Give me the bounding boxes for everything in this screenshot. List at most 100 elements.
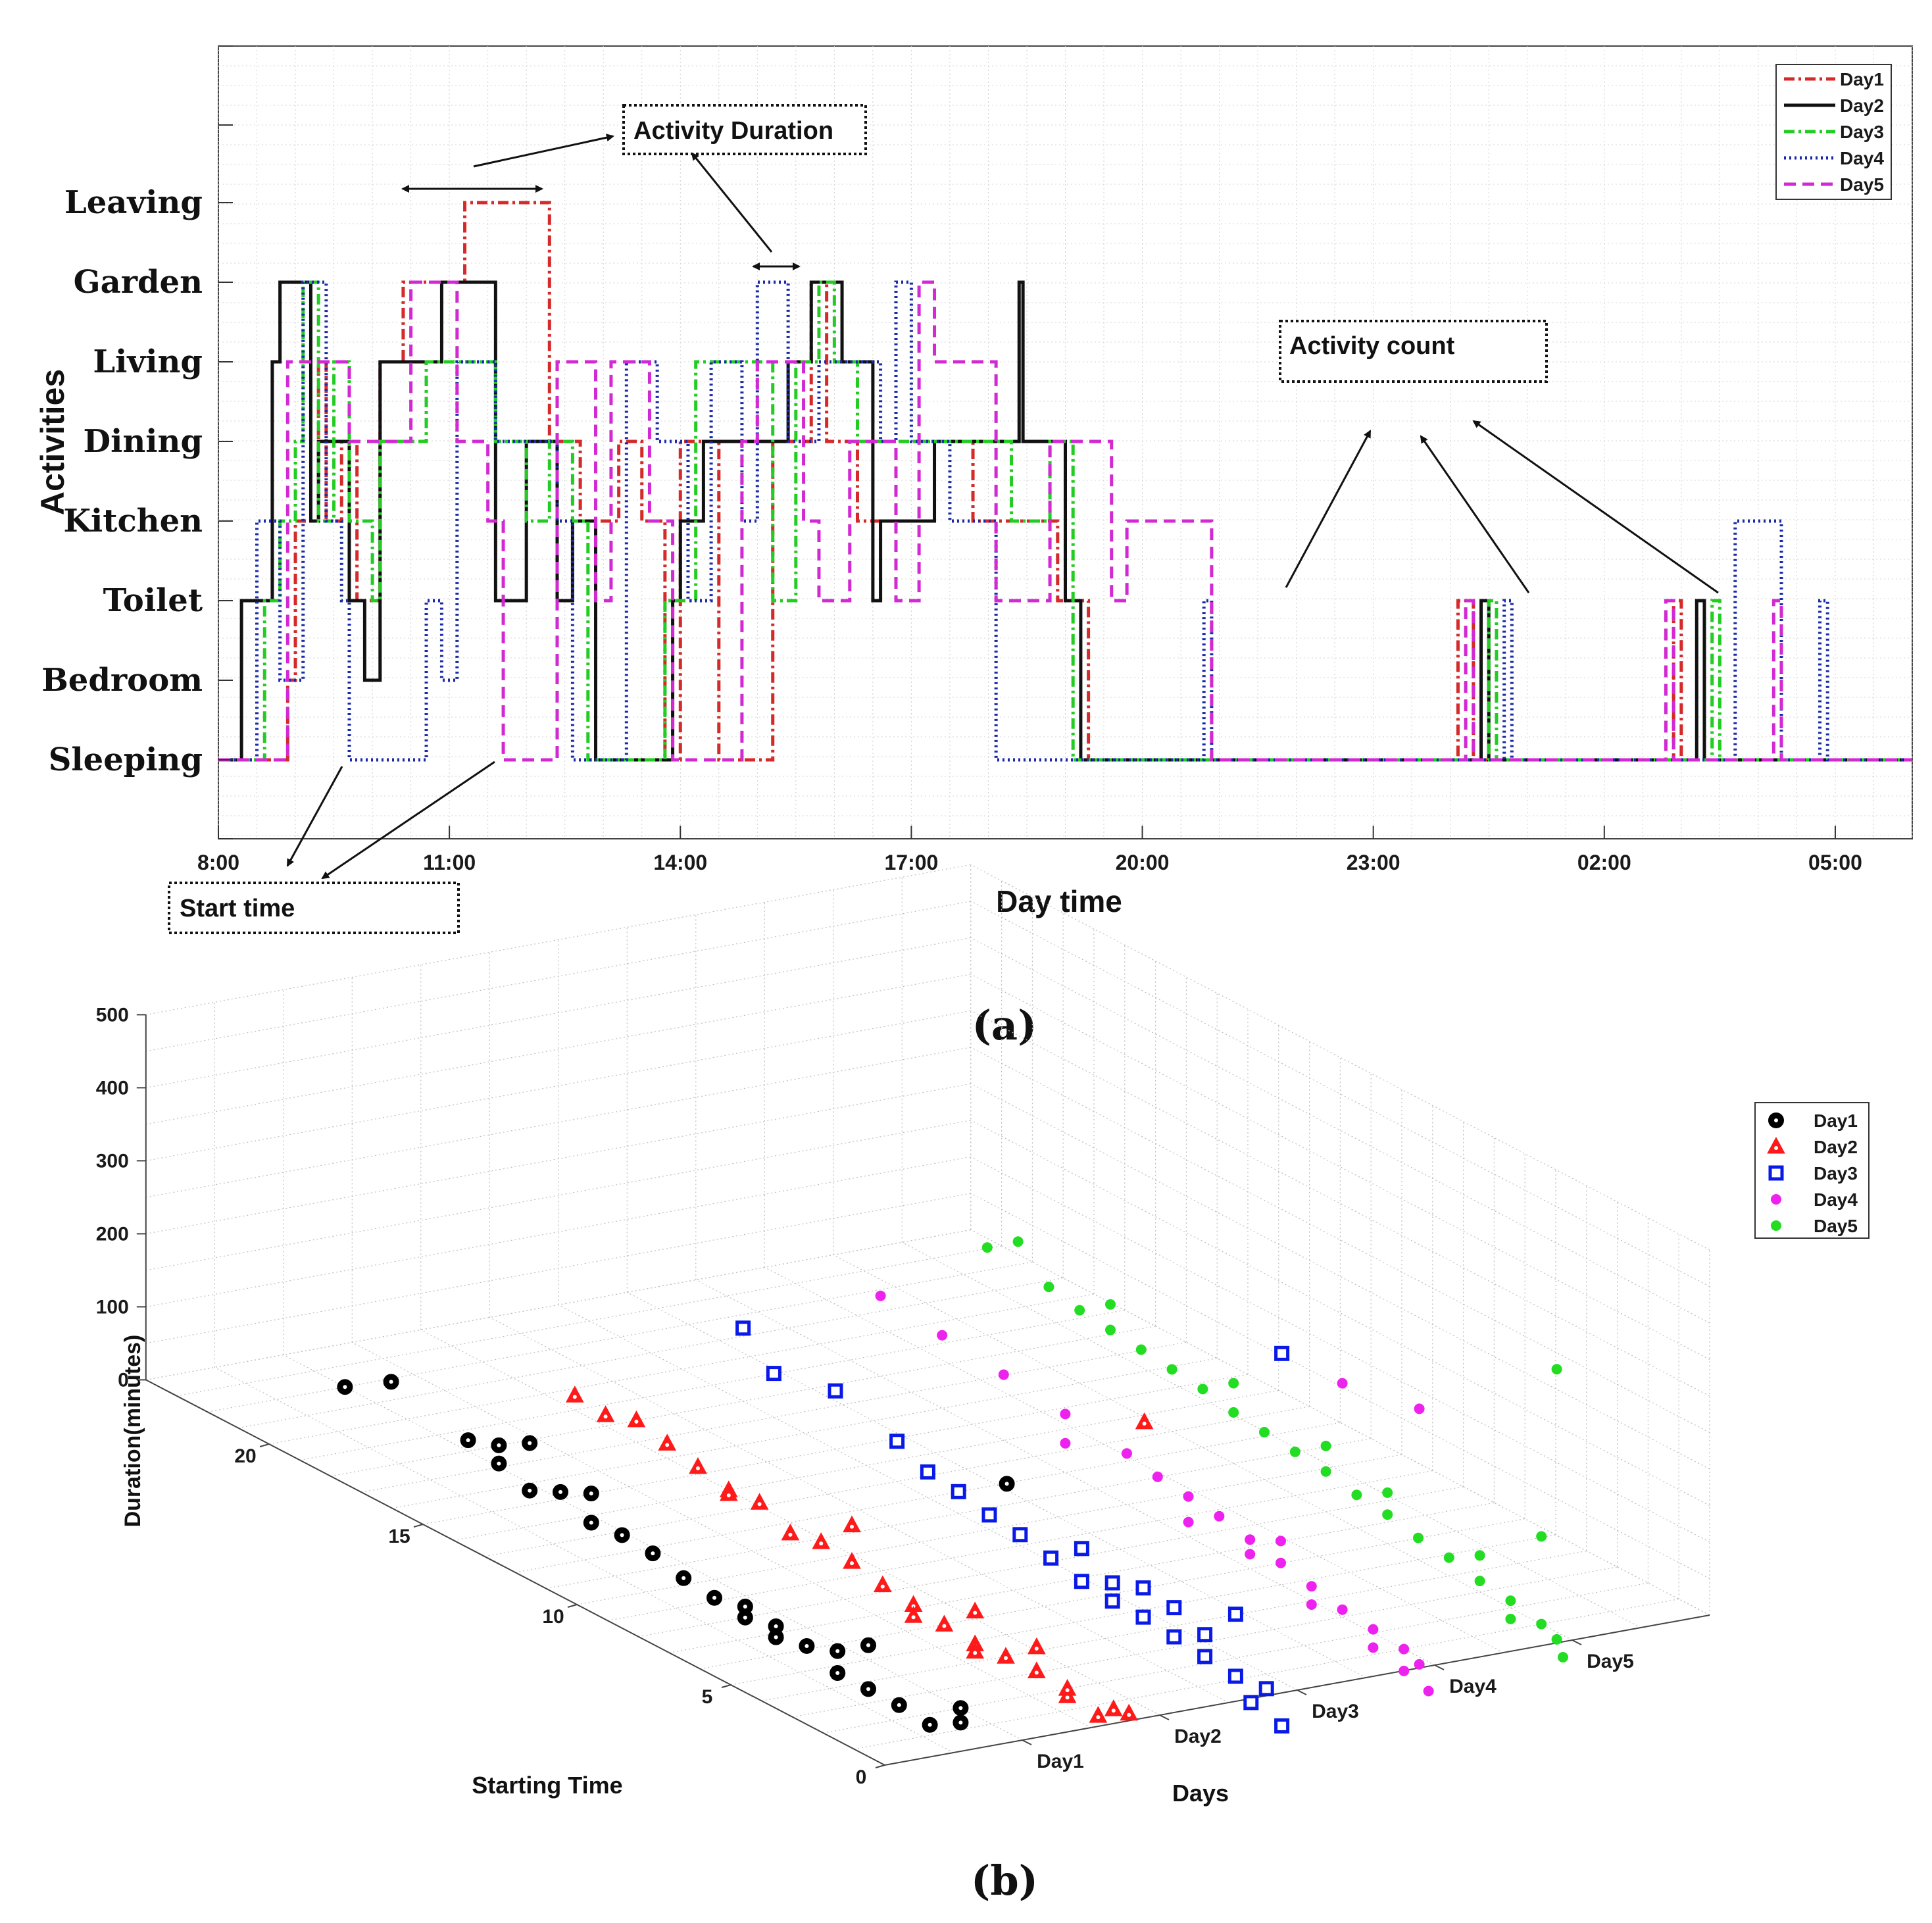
point-day4 (1306, 1599, 1317, 1610)
y-tick-b (413, 1524, 424, 1528)
side-wall-grid-line (970, 901, 1710, 1287)
floor-grid-line (546, 1438, 1372, 1589)
grid-b (145, 864, 1710, 1766)
x-tick-b (1572, 1639, 1582, 1645)
x-tick-label: 11:00 (423, 851, 476, 874)
annotation-activity-count: Activity count (1279, 320, 1548, 383)
point-day4 (937, 1330, 948, 1341)
y-tick-label: Living (93, 343, 203, 380)
point-day2-center (726, 1493, 731, 1497)
point-day2 (1058, 1679, 1077, 1696)
floor-grid-line (238, 1278, 1064, 1429)
point-day1-center (774, 1635, 778, 1639)
legend-marker-day2 (1767, 1136, 1785, 1154)
z-tick-label-b: 300 (96, 1150, 129, 1172)
x-tick-label-b: Day2 (1174, 1726, 1222, 1747)
point-day5 (1289, 1446, 1300, 1457)
legend-label-day4: Day4 (1840, 148, 1884, 168)
point-day2 (719, 1484, 738, 1501)
point-day2 (1027, 1637, 1046, 1655)
point-day3 (766, 1366, 781, 1382)
point-day5 (1505, 1595, 1516, 1607)
point-day3 (1166, 1629, 1182, 1645)
point-day1-center (343, 1385, 347, 1389)
point-day5 (1474, 1576, 1485, 1587)
back-wall-grid-line (145, 1120, 971, 1271)
legend-label-day3: Day3 (1814, 1163, 1858, 1184)
point-day5 (1351, 1489, 1362, 1501)
point-day3 (1012, 1527, 1028, 1543)
point-day2 (1135, 1412, 1154, 1430)
floor-grid-line (176, 1245, 1002, 1397)
point-day3 (1043, 1550, 1059, 1566)
legend-label-day2: Day2 (1814, 1137, 1858, 1157)
y-tick-b (721, 1684, 731, 1688)
y-tick-label-b: 5 (702, 1686, 713, 1708)
point-day2 (904, 1606, 923, 1623)
point-day3 (1243, 1695, 1259, 1711)
legend-label-day4: Day4 (1814, 1189, 1858, 1210)
point-day1-center (743, 1615, 747, 1620)
y-tick-label: Kitchen (63, 503, 203, 539)
point-day2 (812, 1532, 831, 1549)
point-day5 (1382, 1487, 1393, 1498)
point-day2 (1089, 1706, 1108, 1723)
point-day1-center (712, 1595, 716, 1600)
point-day2 (966, 1641, 985, 1659)
point-day5 (1074, 1305, 1085, 1316)
point-day2-center (819, 1541, 824, 1546)
point-day2-center (1142, 1421, 1147, 1426)
back-wall-grid-line (145, 1229, 971, 1380)
point-day3 (1104, 1593, 1120, 1609)
y-tick-label-b: 20 (234, 1445, 256, 1467)
point-day2 (1027, 1661, 1046, 1678)
y-tick-label: Sleeping (49, 741, 203, 778)
floor-grid-line (392, 1358, 1218, 1509)
back-wall-grid-line (145, 974, 971, 1125)
point-day5 (1536, 1531, 1547, 1542)
floor-grid-line (268, 1293, 1095, 1445)
side-wall-grid-line (970, 1193, 1710, 1580)
point-day2-center (1065, 1695, 1070, 1700)
scatter-points-b (337, 1236, 1568, 1734)
point-day1-center (651, 1551, 655, 1556)
point-day2-center (788, 1532, 793, 1537)
point-day2 (1104, 1699, 1123, 1716)
point-day4 (1276, 1536, 1286, 1547)
legend-marker-day5 (1771, 1220, 1781, 1231)
point-day2-center (973, 1611, 978, 1615)
floor-grid-line (607, 1470, 1433, 1621)
point-day4 (1245, 1534, 1256, 1545)
side-wall-grid-line (970, 974, 1710, 1361)
point-day4 (1183, 1516, 1194, 1528)
z-tick-label-b: 500 (96, 1004, 129, 1026)
point-day1-center (835, 1671, 840, 1675)
point-day2 (1120, 1703, 1139, 1721)
annotation-start-time: Start time (168, 882, 460, 934)
x-axis-a: 8:00 11:00 14:00 17:00 20:00 23:00 02:00 05:00 (197, 826, 1862, 874)
panel-label-a: (a) (972, 1001, 1037, 1049)
point-day3 (1258, 1681, 1274, 1697)
point-day2 (565, 1386, 584, 1403)
point-day3 (1227, 1607, 1243, 1622)
series-line-day3 (218, 280, 1912, 762)
point-day3 (735, 1320, 751, 1336)
point-day1-center (774, 1624, 778, 1628)
point-day1-center (866, 1643, 870, 1647)
point-day5 (1320, 1466, 1331, 1477)
y-axis-title-b: Starting Time (472, 1772, 622, 1799)
point-day4 (1414, 1403, 1425, 1414)
panel-a-activity-timeline: Sleeping Bedroom Toilet Kitchen Dining Living… (34, 45, 1913, 1049)
point-day2 (935, 1614, 954, 1632)
x-tick-b (1022, 1739, 1032, 1745)
point-day3 (1197, 1627, 1213, 1643)
point-day2-center (634, 1419, 639, 1424)
y-tick-b (259, 1443, 270, 1447)
point-day2-center (1004, 1656, 1008, 1661)
point-day1-center (589, 1491, 593, 1496)
point-day2 (689, 1457, 707, 1474)
point-day4 (1414, 1659, 1425, 1670)
point-day2-center (757, 1502, 762, 1507)
point-day1-center (958, 1706, 963, 1711)
